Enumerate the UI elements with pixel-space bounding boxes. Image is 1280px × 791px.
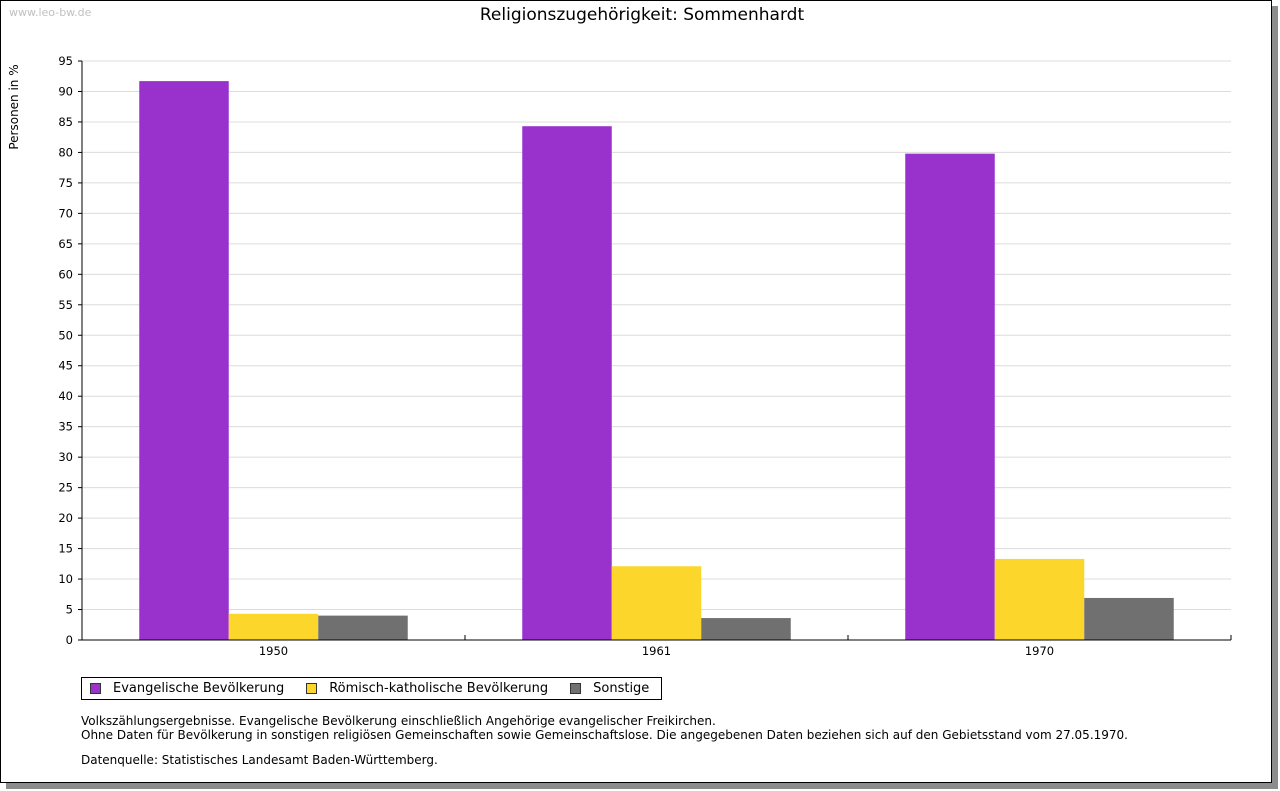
y-tick-label: 40 — [58, 389, 73, 403]
y-tick-label: 90 — [58, 84, 73, 98]
y-tick-label: 70 — [58, 206, 73, 220]
y-tick-label: 30 — [58, 450, 73, 464]
chart-title: Religionszugehörigkeit: Sommenhardt — [479, 5, 805, 25]
bar — [701, 618, 791, 640]
legend-item-sonstige: Sonstige — [570, 681, 649, 696]
y-tick-label: 5 — [66, 603, 73, 617]
legend-label: Sonstige — [593, 681, 650, 696]
legend-item-katholisch: Römisch-katholische Bevölkerung — [306, 681, 548, 696]
bar — [611, 566, 702, 640]
y-tick-label: 80 — [58, 145, 73, 159]
y-tick-label: 35 — [58, 420, 73, 434]
bar — [228, 613, 319, 640]
bar — [139, 81, 229, 641]
y-tick-label: 50 — [58, 328, 73, 342]
chart-plot: 0 5 10 15 20 25 30 35 40 45 50 55 60 65 70 75 80 85 90 95 19… — [58, 54, 1232, 658]
footnotes: Volkszählungsergebnisse. Evangelische Be… — [81, 714, 1128, 742]
y-tick-label: 20 — [58, 511, 73, 525]
legend-item-evangelisch: Evangelische Bevölkerung — [90, 681, 284, 696]
y-tick-label: 95 — [58, 54, 73, 68]
legend-swatch — [306, 683, 318, 694]
y-tick-label: 85 — [58, 115, 73, 129]
y-tick-label: 65 — [58, 237, 73, 251]
bar — [522, 126, 612, 640]
y-tick-label: 15 — [58, 542, 73, 556]
legend-swatch — [90, 683, 101, 694]
footnote-line: Volkszählungsergebnisse. Evangelische Be… — [81, 714, 716, 728]
legend-swatch — [570, 683, 582, 694]
legend-label: Evangelische Bevölkerung — [113, 681, 285, 696]
bar — [905, 153, 995, 640]
x-tick-label: 1950 — [259, 644, 288, 658]
bar — [994, 558, 1085, 640]
y-tick-label: 45 — [58, 359, 73, 373]
y-tick-label: 0 — [66, 633, 73, 647]
watermark: www.leo-bw.de — [9, 6, 92, 19]
bar — [1084, 597, 1174, 640]
data-source: Datenquelle: Statistisches Landesamt Bad… — [81, 753, 438, 767]
y-tick-label: 75 — [58, 176, 73, 190]
bar — [318, 615, 408, 640]
y-tick-label: 25 — [58, 481, 73, 495]
y-tick-label: 60 — [58, 267, 73, 281]
legend-label: Römisch-katholische Bevölkerung — [329, 681, 549, 696]
x-tick-label: 1961 — [642, 644, 671, 658]
x-tick-label: 1970 — [1025, 644, 1054, 658]
y-tick-label: 55 — [58, 298, 73, 312]
footnote-line: Ohne Daten für Bevölkerung in sonstigen … — [81, 728, 1128, 742]
y-tick-label: 10 — [58, 572, 73, 586]
legend: Evangelische Bevölkerung Römisch-katholi… — [81, 677, 663, 700]
